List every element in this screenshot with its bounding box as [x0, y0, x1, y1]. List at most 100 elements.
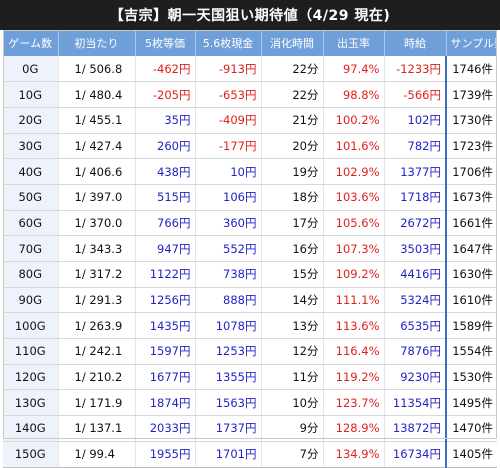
cell-game-count: 70G: [3, 235, 58, 262]
cell-play-time: 19分: [260, 158, 323, 185]
cell-5-6-cash: 360円: [194, 210, 261, 237]
cell-hourly-wage: 1718円: [383, 184, 447, 211]
table-row: 30G 1/ 427.4 260円 -177円 20分 101.6% 782円 1723件: [3, 133, 497, 160]
cell-payout-rate: 107.3%: [322, 235, 384, 262]
table-row: 20G 1/ 455.1 35円 -409円 21分 100.2% 102円 1730件: [3, 107, 497, 134]
cell-5-6-cash: 106円: [194, 184, 261, 211]
table-row: 40G 1/ 406.6 438円 10円 19分 102.9% 1377円 1706件: [3, 158, 497, 185]
cell-hourly-wage: 7876円: [383, 338, 447, 365]
header-sample-count: サンプル数: [445, 30, 500, 56]
cell-game-count: 130G: [3, 389, 58, 417]
cell-payout-rate: 128.9%: [322, 415, 384, 442]
cell-game-count: 30G: [3, 133, 58, 160]
cell-sample-count: 1470件: [445, 415, 497, 442]
cell-5-6-cash: 10円: [194, 158, 261, 185]
page-title: 【吉宗】朝一天国狙い期待値（4/29 現在): [0, 0, 500, 30]
cell-play-time: 11分: [260, 364, 323, 391]
header-hourly-wage: 時給: [383, 30, 446, 56]
cell-game-count: 60G: [3, 210, 58, 237]
cell-first-hit: 1/ 291.3: [57, 287, 135, 314]
cell-play-time: 12分: [260, 338, 323, 365]
table-row: 120G 1/ 210.2 1677円 1355円 11分 119.2% 9230円 1530…: [3, 364, 497, 391]
table-row: 140G 1/ 137.1 2033円 1737円 9分 128.9% 13872円 1470…: [3, 415, 497, 442]
cell-5-equivalent: 35円: [134, 107, 195, 134]
cell-5-equivalent: -205円: [134, 81, 195, 108]
cell-5-equivalent: 1597円: [134, 338, 195, 365]
cell-first-hit: 1/ 480.4: [57, 81, 135, 108]
cell-game-count: 10G: [3, 81, 58, 108]
cell-sample-count: 1661件: [445, 210, 497, 237]
cell-5-6-cash: -913円: [194, 56, 261, 83]
cell-sample-count: 1610件: [445, 287, 497, 314]
cell-hourly-wage: 11354円: [383, 389, 447, 417]
cell-sample-count: 1530件: [445, 364, 497, 391]
cell-5-equivalent: 515円: [134, 184, 195, 211]
cell-sample-count: 1554件: [445, 338, 497, 365]
cell-game-count: 140G: [3, 415, 58, 442]
header-5-equivalent: 5枚等価: [134, 30, 195, 56]
cell-play-time: 22分: [260, 81, 323, 108]
table-row: 100G 1/ 263.9 1435円 1078円 13分 113.6% 6535円 1589…: [3, 312, 497, 340]
cell-5-6-cash: -177円: [194, 133, 261, 160]
header-5-6-cash: 5.6枚現金: [194, 30, 261, 56]
cell-game-count: 110G: [3, 338, 58, 365]
table-row: 110G 1/ 242.1 1597円 1253円 12分 116.4% 7876円 1554…: [3, 338, 497, 365]
cell-hourly-wage: 4416円: [383, 261, 447, 288]
cell-play-time: 17分: [260, 210, 323, 237]
cell-payout-rate: 105.6%: [322, 210, 384, 237]
cell-sample-count: 1495件: [445, 389, 497, 417]
cell-play-time: 21分: [260, 107, 323, 134]
cell-payout-rate: 97.4%: [322, 56, 384, 83]
cell-sample-count: 1673件: [445, 184, 497, 211]
cell-play-time: 18分: [260, 184, 323, 211]
cell-hourly-wage: 13872円: [383, 415, 447, 442]
cell-first-hit: 1/ 242.1: [57, 338, 135, 365]
cell-first-hit: 1/ 343.3: [57, 235, 135, 262]
cell-play-time: 10分: [260, 389, 323, 417]
cell-5-equivalent: 947円: [134, 235, 195, 262]
cell-game-count: 0G: [3, 56, 58, 83]
cell-payout-rate: 109.2%: [322, 261, 384, 288]
cell-payout-rate: 123.7%: [322, 389, 384, 417]
cell-payout-rate: 134.9%: [322, 441, 384, 468]
cell-5-6-cash: -653円: [194, 81, 261, 108]
cell-5-equivalent: 1122円: [134, 261, 195, 288]
cell-payout-rate: 113.6%: [322, 312, 384, 340]
table-row: 130G 1/ 171.9 1874円 1563円 10分 123.7% 11354円 149…: [3, 389, 497, 417]
cell-first-hit: 1/ 406.6: [57, 158, 135, 185]
cell-hourly-wage: 16734円: [383, 441, 447, 468]
cell-play-time: 20分: [260, 133, 323, 160]
cell-sample-count: 1730件: [445, 107, 497, 134]
cell-play-time: 13分: [260, 312, 323, 340]
cell-game-count: 20G: [3, 107, 58, 134]
cell-5-6-cash: 1355円: [194, 364, 261, 391]
table-row: 0G 1/ 506.8 -462円 -913円 22分 97.4% -1233円 1746件: [3, 56, 497, 83]
header-game-count: ゲーム数: [3, 30, 58, 56]
cell-hourly-wage: 1377円: [383, 158, 447, 185]
cell-game-count: 90G: [3, 287, 58, 314]
cell-first-hit: 1/ 397.0: [57, 184, 135, 211]
table-row: 50G 1/ 397.0 515円 106円 18分 103.6% 1718円 1673件: [3, 184, 497, 211]
cell-payout-rate: 111.1%: [322, 287, 384, 314]
cell-5-6-cash: 738円: [194, 261, 261, 288]
cell-sample-count: 1405件: [445, 441, 497, 468]
cell-game-count: 40G: [3, 158, 58, 185]
table-row: 80G 1/ 317.2 1122円 738円 15分 109.2% 4416円 1630件: [3, 261, 497, 288]
cell-sample-count: 1739件: [445, 81, 497, 108]
cell-hourly-wage: 6535円: [383, 312, 447, 340]
cell-play-time: 9分: [260, 415, 323, 442]
cell-5-equivalent: 1874円: [134, 389, 195, 417]
cell-5-equivalent: -462円: [134, 56, 195, 83]
cell-game-count: 120G: [3, 364, 58, 391]
cell-first-hit: 1/ 370.0: [57, 210, 135, 237]
cell-first-hit: 1/ 99.4: [57, 441, 135, 468]
cell-first-hit: 1/ 210.2: [57, 364, 135, 391]
cell-game-count: 100G: [3, 312, 58, 340]
cell-5-equivalent: 1256円: [134, 287, 195, 314]
cell-first-hit: 1/ 137.1: [57, 415, 135, 442]
cell-first-hit: 1/ 427.4: [57, 133, 135, 160]
cell-payout-rate: 102.9%: [322, 158, 384, 185]
cell-hourly-wage: 5324円: [383, 287, 447, 314]
header-payout-rate: 出玉率: [322, 30, 384, 56]
